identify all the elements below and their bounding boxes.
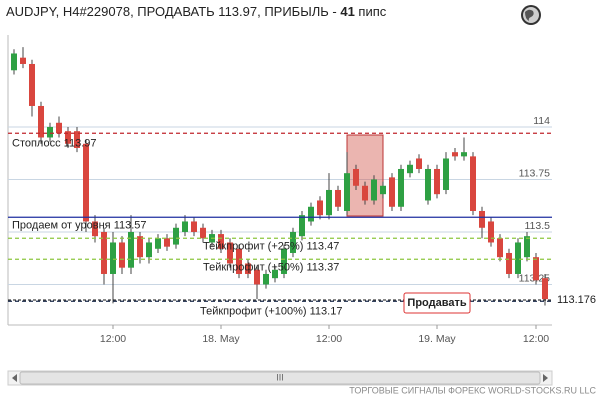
candle-body (479, 210, 485, 228)
candle-body (533, 257, 539, 281)
y-tick-label: 114 (533, 115, 550, 127)
candle-body (137, 236, 143, 258)
globe-icon[interactable] (521, 5, 541, 25)
candle-body (416, 158, 422, 169)
level-label: Тейкпрофит (+100%) 113.17 (200, 305, 342, 317)
svg-text:III: III (276, 372, 284, 382)
candle-body (398, 168, 404, 207)
level-value: 113.17 (310, 305, 343, 317)
candle-body (335, 189, 341, 207)
candle-body (272, 269, 278, 279)
candle-body (497, 238, 503, 258)
candle-body (515, 242, 521, 274)
candle-body (326, 189, 332, 216)
candle-body (92, 221, 98, 237)
candle-body (110, 242, 116, 274)
level-name: Продаем от уровня (12, 219, 111, 231)
x-tick-label: 12:00 (316, 333, 342, 345)
title-unit: пипс (355, 4, 387, 19)
x-tick-label: 12:00 (100, 333, 126, 345)
candle-body (542, 278, 548, 300)
candle-body (470, 156, 476, 211)
candle-body (83, 143, 89, 222)
candle-body (155, 238, 161, 249)
current-price-box (552, 293, 598, 308)
candle-body (254, 269, 260, 285)
level-name: Тейкпрофит (+25%) (203, 240, 303, 252)
candle-body (263, 273, 269, 285)
candle-body (506, 252, 512, 274)
candle-body (380, 185, 386, 195)
candle-body (164, 238, 170, 247)
candle-body (461, 152, 467, 157)
candle-body (245, 263, 251, 274)
candle-body (11, 53, 17, 71)
scrollbar[interactable]: III (7, 370, 553, 386)
candle-body (344, 173, 350, 211)
candle-body (182, 221, 188, 232)
candle-body (488, 221, 494, 243)
level-value: 113.47 (307, 240, 340, 252)
title-text: AUDJPY, H4#229078, ПРОДАВАТЬ 113.97, ПРИ… (6, 4, 340, 19)
candle-body (443, 158, 449, 190)
candle-body (101, 231, 107, 274)
level-label: Продаем от уровня 113.57 (12, 219, 147, 231)
sell-button-box (403, 292, 471, 314)
candle-body (218, 234, 224, 249)
level-value: 113.57 (114, 219, 147, 231)
title-profit: 41 (340, 4, 354, 19)
level-name: Стоплосс (12, 137, 61, 149)
current-price-label: 113.176 (557, 294, 596, 306)
candle-body (29, 63, 35, 106)
level-value: 113.97 (64, 137, 97, 149)
candle-body (236, 248, 242, 274)
candle-body (353, 168, 359, 186)
candle-body (389, 177, 395, 207)
candle-body (308, 206, 314, 222)
x-tick-label: 12:00 (523, 333, 549, 345)
candle-body (425, 168, 431, 201)
candle-body (191, 221, 197, 232)
sell-button-label: Продавать (407, 297, 466, 309)
candle-body (317, 200, 323, 216)
candle-body (371, 179, 377, 201)
candle-body (299, 215, 305, 237)
x-tick-label: 18. May (202, 333, 240, 345)
candle-body (524, 236, 530, 258)
candle-body (173, 227, 179, 245)
footer: ТОРГОВЫЕ СИГНАЛЫ ФОРЕКС WORLD-STOCKS.RU … (349, 385, 596, 395)
candle-body (65, 131, 71, 144)
candle-body (38, 105, 44, 138)
level-label: Тейкпрофит (+50%) 113.37 (203, 261, 339, 273)
candle-body (434, 168, 440, 195)
candle-body (281, 248, 287, 274)
candle-body (119, 242, 125, 268)
candle-body (362, 185, 368, 201)
candle-body (47, 126, 53, 138)
sell-button[interactable]: Продавать (403, 292, 471, 314)
level-name: Тейкпрофит (+50%) (203, 261, 303, 273)
candle-body (56, 122, 62, 134)
level-value: 113.37 (307, 261, 340, 273)
level-label: Стоплосс 113.97 (12, 137, 96, 149)
chart-title: AUDJPY, H4#229078, ПРОДАВАТЬ 113.97, ПРИ… (6, 4, 387, 19)
x-tick-label: 19. May (418, 333, 456, 345)
candle-body (146, 242, 152, 258)
y-tick-label: 113.75 (519, 167, 550, 179)
level-name: Тейкпрофит (+100%) (200, 305, 307, 317)
candle-body (227, 242, 233, 264)
y-tick-label: 113.5 (525, 220, 551, 232)
candle-body (200, 227, 206, 239)
candle-body (74, 131, 80, 148)
candle-body (290, 231, 296, 253)
candle-body (452, 152, 458, 157)
candle-body (20, 57, 26, 64)
candle-body (407, 164, 413, 174)
level-label: Тейкпрофит (+25%) 113.47 (203, 240, 339, 252)
candle-body (128, 231, 134, 268)
